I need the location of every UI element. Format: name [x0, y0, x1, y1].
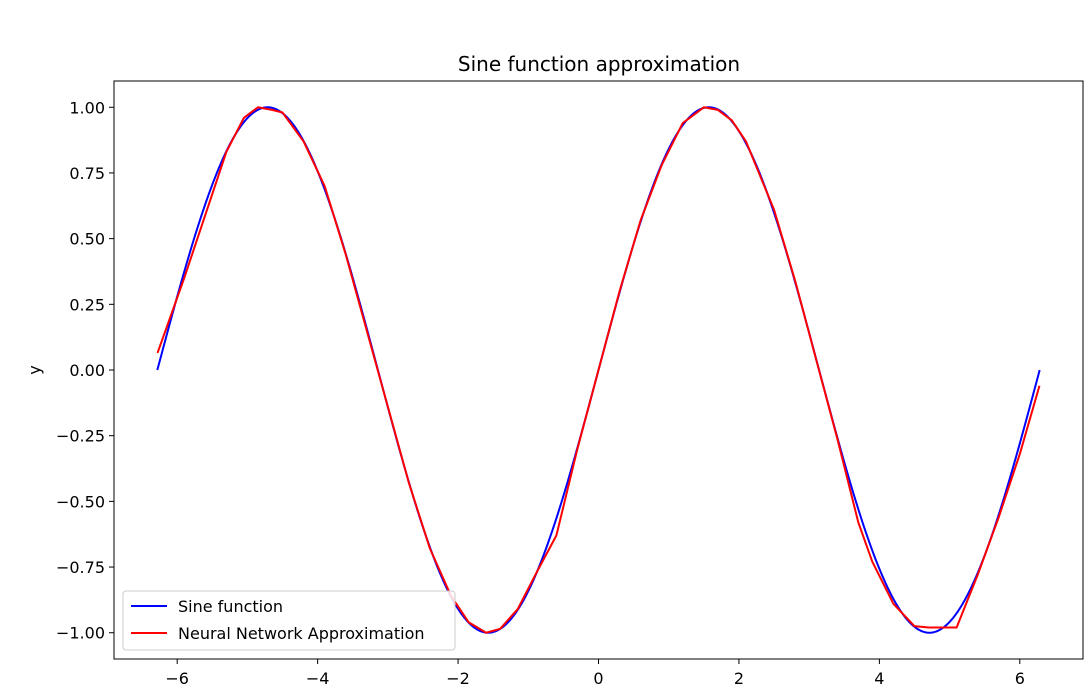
x-tick-label: −6 [165, 669, 189, 688]
x-tick-label: −2 [446, 669, 470, 688]
chart-title: Sine function approximation [458, 52, 740, 76]
y-axis-label: y [25, 365, 44, 374]
series-layer [157, 107, 1039, 632]
y-tick-label: −0.50 [56, 492, 105, 511]
series-line-1 [158, 107, 1040, 632]
y-tick-label: −0.25 [56, 427, 105, 446]
x-tick-label: 6 [1015, 669, 1025, 688]
y-tick-label: −0.75 [56, 558, 105, 577]
y-tick-label: 0.50 [69, 230, 105, 249]
x-tick-label: −4 [306, 669, 330, 688]
y-tick-label: 0.00 [69, 361, 105, 380]
y-tick-label: 0.75 [69, 164, 105, 183]
x-tick-label: 2 [734, 669, 744, 688]
y-tick-label: 1.00 [69, 98, 105, 117]
y-tick-label: −1.00 [56, 624, 105, 643]
legend-entry: Neural Network Approximation [178, 624, 425, 643]
y-axis-ticks: −1.00 −0.75 −0.50 −0.25 0.00 0.25 0.50 0.75 1.00 [56, 98, 114, 642]
x-tick-label: 4 [874, 669, 884, 688]
legend-entry: Sine function [178, 597, 283, 616]
x-tick-label: 0 [593, 669, 603, 688]
x-axis-ticks: −6 −4 −2 0 2 4 6 [165, 659, 1024, 688]
legend: Sine function Neural Network Approximatio… [123, 591, 455, 650]
y-tick-label: 0.25 [69, 295, 105, 314]
